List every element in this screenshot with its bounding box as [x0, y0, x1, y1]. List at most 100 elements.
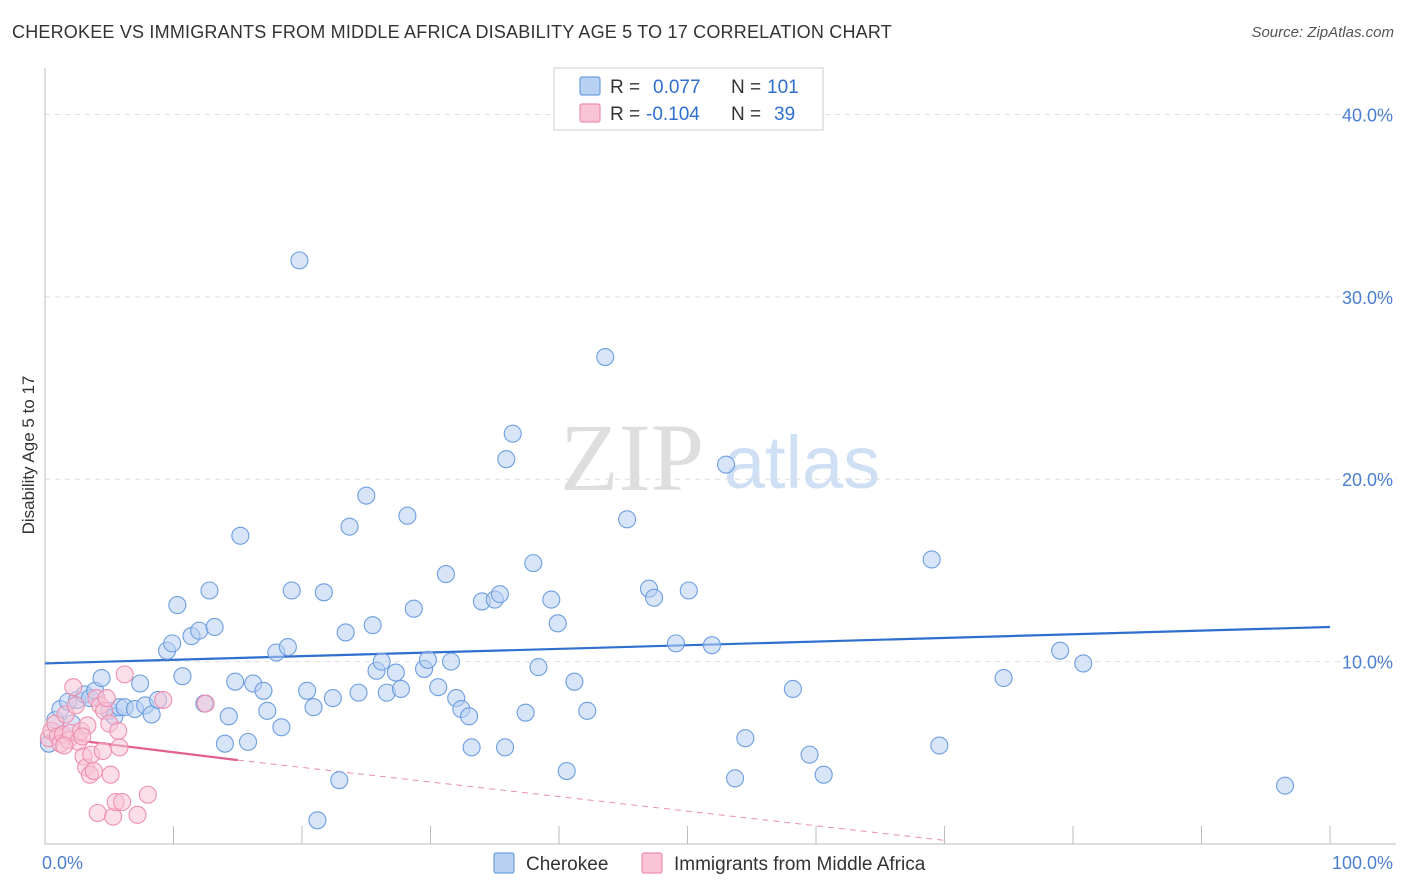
cherokee-point	[226, 672, 245, 691]
cherokee-point	[173, 667, 192, 686]
cherokee-point	[168, 596, 187, 615]
watermark-zip: ZIP	[560, 404, 704, 511]
immigrants-point	[64, 678, 83, 697]
cherokee-point	[205, 617, 224, 637]
legend-swatch-pink	[579, 103, 601, 123]
cherokee-point	[542, 590, 561, 609]
cherokee-point	[679, 581, 698, 600]
cherokee-point	[238, 732, 258, 751]
cherokee-point	[258, 701, 277, 720]
legend-r-value: 0.077	[653, 77, 701, 98]
cherokee-point	[503, 424, 522, 443]
cherokee-point	[290, 251, 309, 270]
legend-r-value: -0.104	[646, 104, 700, 125]
cherokee-point	[323, 689, 342, 708]
cherokee-point	[336, 623, 355, 642]
cherokee-point	[497, 450, 516, 469]
immigrants-point	[66, 696, 85, 715]
tick-labels: 10.0% 20.0% 30.0% 40.0% 0.0% 100.0%	[42, 105, 1393, 873]
cherokee-point	[298, 681, 317, 700]
immigrants-point	[55, 736, 74, 755]
immigrants-point	[84, 761, 103, 781]
axes	[44, 68, 1396, 845]
cherokee-point	[386, 663, 405, 682]
cherokee-point	[516, 703, 535, 722]
cherokee-point	[330, 771, 349, 790]
source-label: Source: ZipAtlas.com	[1251, 24, 1394, 41]
watermark-atlas: atlas	[724, 421, 880, 504]
x-tick-label: 100.0%	[1332, 853, 1393, 873]
immigrants-point	[115, 665, 134, 684]
y-tick-label: 30.0%	[1342, 288, 1393, 308]
immigrants-point	[93, 741, 112, 761]
cherokee-point	[442, 652, 461, 671]
cherokee-point	[725, 769, 745, 788]
cherokee-point	[278, 637, 297, 657]
cherokee-point	[666, 634, 685, 653]
immigrants-point	[109, 721, 128, 740]
cherokee-point	[1275, 776, 1295, 795]
cherokee-point	[565, 672, 584, 691]
legend-r-label: R =	[610, 77, 640, 98]
cherokee-point	[930, 736, 949, 755]
cherokee-point	[1074, 654, 1093, 673]
cherokee-point	[462, 738, 481, 757]
cherokee-point	[783, 679, 802, 699]
cherokee-point	[314, 583, 333, 602]
cherokee-point	[349, 683, 368, 702]
cherokee-point	[391, 679, 410, 699]
immigrants-point	[97, 689, 116, 708]
immigrants-point	[88, 803, 107, 823]
bottom-legend-label-cherokee: Cherokee	[526, 854, 608, 875]
cherokee-point	[340, 517, 359, 536]
cherokee-point	[436, 565, 455, 584]
cherokee-point	[219, 707, 238, 726]
y-tick-label: 20.0%	[1342, 470, 1393, 490]
immigrants-point	[101, 765, 120, 784]
legend: R = 0.077 N = 101 R = -0.104 N = 39	[553, 67, 824, 131]
legend-n-label: N =	[731, 104, 761, 125]
legend-n-value: 101	[767, 77, 799, 98]
cherokee-point	[716, 455, 736, 474]
data-points	[39, 251, 1295, 830]
cherokee-point	[814, 765, 833, 784]
legend-r-label: R =	[610, 104, 640, 125]
cherokee-point	[215, 734, 234, 753]
cherokee-point	[524, 554, 543, 573]
gridlines	[45, 113, 1396, 663]
legend-n-value: 39	[774, 104, 795, 125]
cherokee-point	[800, 745, 819, 764]
cherokee-point	[372, 652, 391, 671]
immigrants-point	[154, 690, 173, 709]
y-axis-label: Disability Age 5 to 17	[19, 376, 38, 535]
bottom-legend: Cherokee Immigrants from Middle Africa	[493, 852, 926, 875]
cherokee-point	[363, 616, 382, 635]
legend-n-label: N =	[731, 77, 761, 98]
cherokee-point	[308, 811, 327, 830]
cherokee-point	[578, 701, 597, 720]
cherokee-point	[459, 707, 479, 726]
cherokee-point	[490, 585, 509, 604]
immigrants-point	[138, 785, 157, 804]
chart-title: CHEROKEE VS IMMIGRANTS FROM MIDDLE AFRIC…	[12, 22, 892, 42]
cherokee-point	[557, 761, 576, 781]
x-tick-label: 0.0%	[42, 853, 83, 873]
cherokee-point	[922, 550, 941, 569]
cherokee-point	[618, 510, 637, 529]
cherokee-point	[357, 486, 376, 505]
bottom-legend-label-immigrants: Immigrants from Middle Africa	[674, 854, 926, 875]
cherokee-point	[231, 526, 250, 545]
cherokee-trend-line	[44, 625, 1331, 665]
y-tick-label: 40.0%	[1342, 105, 1393, 125]
cherokee-point	[645, 588, 664, 607]
cherokee-point	[418, 650, 437, 669]
cherokee-point	[429, 678, 448, 697]
immigrants-point	[196, 694, 215, 713]
cherokee-point	[702, 636, 721, 655]
cherokee-point	[131, 674, 150, 693]
cherokee-point	[548, 614, 567, 633]
cherokee-point	[190, 621, 209, 640]
cherokee-point	[92, 668, 111, 688]
cherokee-point	[282, 581, 301, 600]
